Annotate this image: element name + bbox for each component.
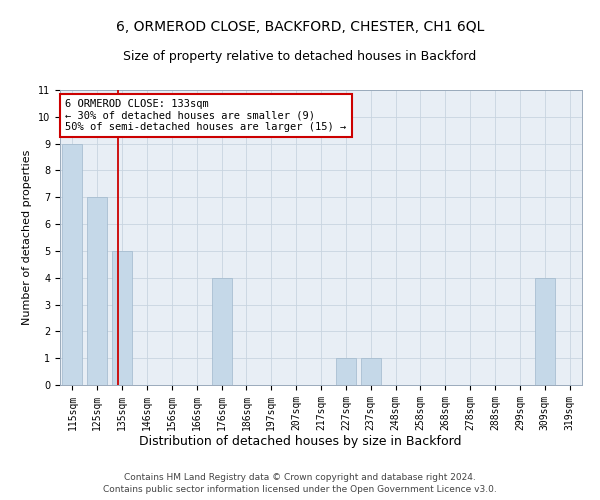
Bar — [112, 251, 132, 385]
Y-axis label: Number of detached properties: Number of detached properties — [22, 150, 32, 325]
Bar — [62, 144, 82, 385]
Bar — [336, 358, 356, 385]
Text: 6, ORMEROD CLOSE, BACKFORD, CHESTER, CH1 6QL: 6, ORMEROD CLOSE, BACKFORD, CHESTER, CH1… — [116, 20, 484, 34]
Bar — [212, 278, 232, 385]
Bar — [88, 198, 107, 385]
Text: Contains public sector information licensed under the Open Government Licence v3: Contains public sector information licen… — [103, 485, 497, 494]
Text: 6 ORMEROD CLOSE: 133sqm
← 30% of detached houses are smaller (9)
50% of semi-det: 6 ORMEROD CLOSE: 133sqm ← 30% of detache… — [65, 99, 346, 132]
Text: Distribution of detached houses by size in Backford: Distribution of detached houses by size … — [139, 435, 461, 448]
Bar — [535, 278, 554, 385]
Text: Size of property relative to detached houses in Backford: Size of property relative to detached ho… — [124, 50, 476, 63]
Text: Contains HM Land Registry data © Crown copyright and database right 2024.: Contains HM Land Registry data © Crown c… — [124, 472, 476, 482]
Bar — [361, 358, 380, 385]
